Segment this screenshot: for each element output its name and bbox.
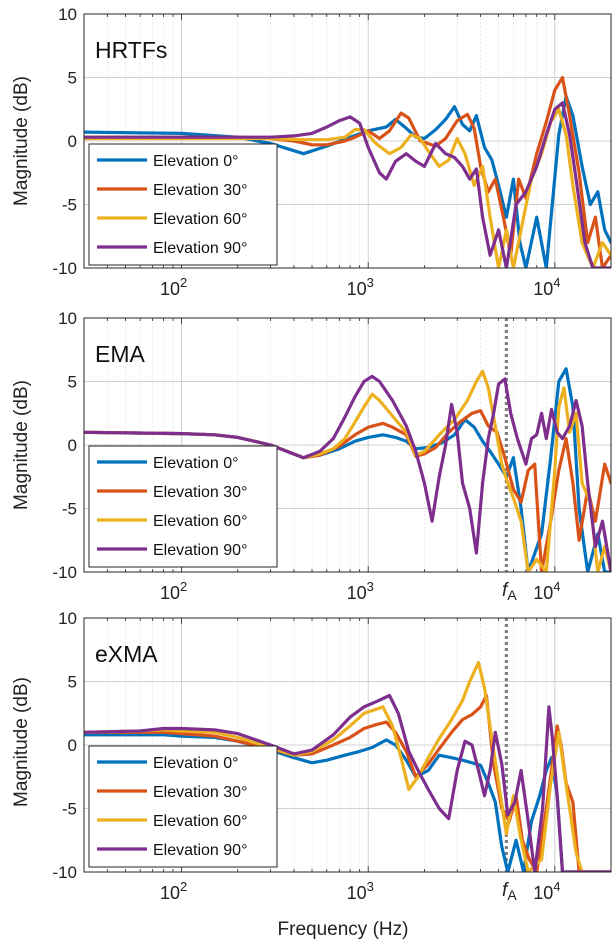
y-tick-label: 10 xyxy=(58,609,77,628)
legend-label: Elevation 0° xyxy=(153,455,239,472)
series-line-elev-90 xyxy=(84,374,611,572)
y-tick-label: -10 xyxy=(52,259,77,278)
legend-label: Elevation 60° xyxy=(153,813,247,830)
axes-box xyxy=(83,617,612,873)
y-tick-label: 5 xyxy=(68,69,77,88)
series-line-elev-60 xyxy=(84,660,611,872)
legend-label: Elevation 90° xyxy=(153,542,247,559)
y-tick-label: 10 xyxy=(58,309,77,328)
panel-title: eXMA xyxy=(95,641,158,667)
legend-label: Elevation 60° xyxy=(153,211,247,228)
series-group xyxy=(84,367,611,572)
series-group xyxy=(84,75,611,268)
y-tick-label: -5 xyxy=(62,196,77,215)
y-tick-label: 0 xyxy=(68,436,77,455)
fa-marker-label: fA xyxy=(502,580,517,603)
legend-label: Elevation 0° xyxy=(153,153,239,170)
series-line-elev-30 xyxy=(84,75,611,268)
y-tick-label: -10 xyxy=(52,563,77,582)
legend-label: Elevation 90° xyxy=(153,240,247,257)
y-axis-label-middle: Magnitude (dB) xyxy=(11,380,32,510)
x-tick-label: 104 xyxy=(533,879,560,903)
series-line-elev-60 xyxy=(84,107,611,268)
legend-label: Elevation 30° xyxy=(153,784,247,801)
legend-box xyxy=(88,745,278,868)
x-tick-label: 104 xyxy=(533,579,560,603)
x-axis-label: Frequency (Hz) xyxy=(278,919,409,940)
panel-title: HRTFs xyxy=(95,37,167,63)
y-tick-label: -5 xyxy=(62,800,77,819)
y-tick-label: 10 xyxy=(58,5,77,24)
x-tick-label: 102 xyxy=(160,275,187,299)
legend: Elevation 0° Elevation 30° Elevation 60° El… xyxy=(88,745,278,868)
axes-box xyxy=(83,13,612,269)
x-tick-label: 102 xyxy=(160,579,187,603)
legend: Elevation 0° Elevation 30° Elevation 60° El… xyxy=(88,143,278,266)
x-tick-label: 103 xyxy=(347,275,374,299)
x-tick-label: 103 xyxy=(347,879,374,903)
legend: Elevation 0° Elevation 30° Elevation 60° El… xyxy=(88,445,278,568)
fa-marker-label: fA xyxy=(502,880,517,903)
y-tick-label: 0 xyxy=(68,132,77,151)
x-tick-label: 102 xyxy=(160,879,187,903)
legend-label: Elevation 30° xyxy=(153,182,247,199)
legend-label: Elevation 60° xyxy=(153,513,247,530)
series-line-elev-90 xyxy=(84,693,611,872)
panel-title: EMA xyxy=(95,341,146,367)
y-tick-label: 5 xyxy=(68,673,77,692)
series-line-elev-60 xyxy=(84,369,611,572)
x-tick-label: 103 xyxy=(347,579,374,603)
axes-box xyxy=(83,317,612,573)
legend-label: Elevation 90° xyxy=(153,842,247,859)
legend-label: Elevation 30° xyxy=(153,484,247,501)
x-tick-label: 104 xyxy=(533,275,560,299)
y-tick-label: 0 xyxy=(68,736,77,755)
y-axis-label-bottom: Magnitude (dB) xyxy=(11,677,32,807)
series-line-elev-90 xyxy=(84,101,611,268)
y-axis-label-top: Magnitude (dB) xyxy=(11,76,32,206)
y-tick-label: 5 xyxy=(68,373,77,392)
legend-label: Elevation 0° xyxy=(153,755,239,772)
y-tick-label: -5 xyxy=(62,500,77,519)
y-tick-label: -10 xyxy=(52,863,77,882)
legend-box xyxy=(88,143,278,266)
legend-box xyxy=(88,445,278,568)
